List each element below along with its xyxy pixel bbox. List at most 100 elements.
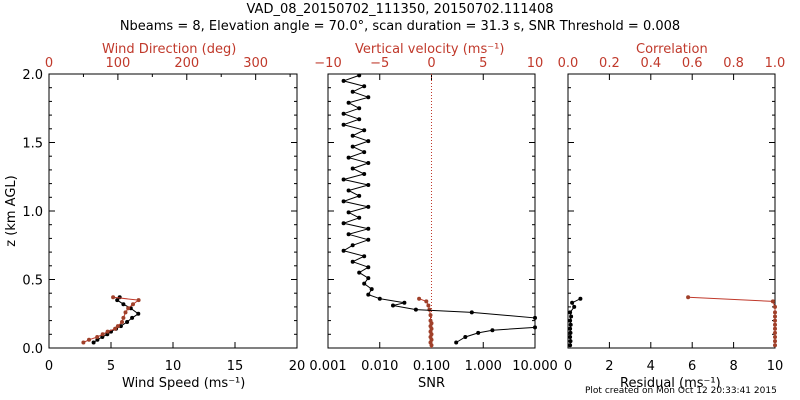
data-point-correlation — [773, 326, 777, 331]
top-tick-label: 0.2 — [599, 56, 620, 71]
data-point-snr — [357, 106, 362, 111]
residual-axis-label: Residual (ms⁻¹) — [620, 376, 721, 391]
data-point-wind-direction — [126, 306, 131, 311]
data-point-correlation — [773, 318, 777, 323]
data-point-snr — [366, 183, 371, 187]
data-point-snr — [377, 296, 382, 301]
data-point-correlation — [770, 299, 775, 304]
top-tick-label: 0.0 — [558, 56, 579, 71]
top-tick-label: −10 — [314, 56, 341, 71]
data-point-snr — [366, 95, 371, 100]
data-point-wind-speed — [117, 295, 122, 300]
wind-direction-axis-label: Wind Direction (deg) — [102, 42, 236, 57]
data-point-residual — [568, 326, 573, 331]
data-point-snr — [391, 303, 395, 308]
data-point-vertical-velocity — [428, 313, 433, 318]
bottom-tick-label: 0 — [45, 359, 53, 374]
data-point-snr — [341, 111, 346, 116]
data-point-residual — [568, 330, 573, 335]
data-point-correlation — [773, 304, 777, 309]
top-tick-label: 1.0 — [765, 56, 786, 71]
data-point-correlation — [773, 335, 777, 339]
chart-title: VAD_08_20150702_111350, 20150702.111408 — [246, 2, 554, 17]
data-point-snr — [341, 122, 346, 127]
data-point-wind-speed — [125, 320, 130, 324]
data-point-vertical-velocity — [428, 318, 433, 323]
data-point-wind-direction — [136, 298, 141, 303]
data-point-correlation — [686, 295, 691, 300]
data-point-correlation — [773, 322, 777, 327]
data-point-residual — [568, 310, 573, 315]
data-point-snr — [366, 276, 371, 281]
bottom-tick-label: 8 — [729, 359, 737, 374]
bottom-tick-label: 5 — [107, 359, 115, 374]
top-tick-label: 0 — [45, 56, 53, 71]
data-point-wind-direction — [81, 340, 86, 345]
data-point-wind-speed — [121, 302, 126, 307]
y-tick-label: 0.0 — [22, 342, 43, 357]
data-point-vertical-velocity — [426, 303, 431, 308]
data-point-snr — [366, 139, 371, 144]
correlation-residual-panel: 0 2 4 6 8 10 0.0 0.2 0.4 0.6 0.8 1.0 Residual (ms⁻… — [558, 42, 786, 391]
top-tick-label: 10 — [527, 56, 544, 71]
bottom-tick-label: 0.010 — [361, 359, 398, 374]
bottom-tick-label: 6 — [688, 359, 696, 374]
data-point-snr — [366, 226, 371, 231]
y-tick-label: 0.5 — [22, 274, 43, 289]
data-point-snr — [533, 315, 537, 320]
data-point-residual — [569, 314, 574, 319]
plot-created-note: Plot created on Mon Oct 12 20:33:41 2015 — [585, 386, 777, 396]
data-point-residual — [568, 335, 573, 339]
data-point-snr — [350, 259, 355, 264]
height-axis-label: z (km AGL) — [4, 175, 19, 246]
top-tick-label: 5 — [479, 56, 487, 71]
chart-subtitle: Nbeams = 8, Elevation angle = 70.0°, sca… — [119, 19, 681, 34]
bottom-tick-label: 10.000 — [512, 359, 558, 374]
data-point-snr — [341, 78, 346, 83]
data-point-snr — [469, 310, 474, 315]
data-point-wind-direction — [113, 326, 118, 331]
data-point-snr — [346, 188, 351, 193]
data-point-correlation — [773, 310, 777, 315]
top-tick-label: −5 — [370, 56, 389, 71]
data-point-snr — [362, 281, 367, 286]
data-point-snr — [369, 287, 374, 292]
y-tick-label: 2.0 — [22, 68, 43, 83]
top-tick-label: 0.8 — [723, 56, 744, 71]
data-point-snr — [346, 232, 351, 237]
data-point-snr — [476, 330, 481, 335]
data-point-snr — [366, 292, 371, 297]
data-point-wind-speed — [118, 324, 123, 329]
data-point-snr — [362, 254, 367, 259]
data-point-wind-speed — [136, 311, 141, 316]
velocity-snr-panel-frame — [327, 73, 536, 349]
bottom-tick-label: 20 — [289, 359, 306, 374]
data-point-snr — [366, 237, 371, 242]
data-point-residual — [568, 339, 573, 344]
data-point-wind-speed — [91, 340, 96, 345]
data-point-residual — [568, 343, 573, 348]
velocity-snr-panel: 0.001 0.010 0.100 1.000 10.000 −10 −5 0 5 10 SNR… — [309, 42, 557, 391]
data-point-vertical-velocity — [424, 299, 429, 304]
data-point-wind-direction — [87, 337, 91, 342]
data-point-correlation — [773, 343, 777, 348]
data-point-snr — [346, 100, 351, 105]
data-point-snr — [357, 193, 362, 198]
y-tick-label: 1.0 — [22, 205, 43, 220]
top-tick-label: 0.4 — [640, 56, 661, 71]
data-point-snr — [357, 215, 362, 220]
bottom-tick-label: 2 — [605, 359, 613, 374]
data-point-snr — [350, 89, 355, 94]
data-point-snr — [362, 150, 367, 155]
data-point-residual — [570, 300, 575, 305]
data-point-snr — [341, 199, 346, 204]
correlation-residual-panel-frame — [567, 73, 776, 349]
wind-panel: 0.0 0.5 1.0 1.5 2.0 0 5 10 15 20 0 100 200 300 Wind… — [4, 42, 305, 391]
bottom-tick-label: 0.001 — [309, 359, 346, 374]
snr-axis-label: SNR — [418, 376, 445, 391]
bottom-tick-label: 0 — [564, 359, 572, 374]
data-point-vertical-velocity — [427, 307, 432, 312]
data-point-snr — [350, 243, 355, 248]
data-point-snr — [341, 248, 346, 253]
bottom-tick-label: 10 — [165, 359, 182, 374]
